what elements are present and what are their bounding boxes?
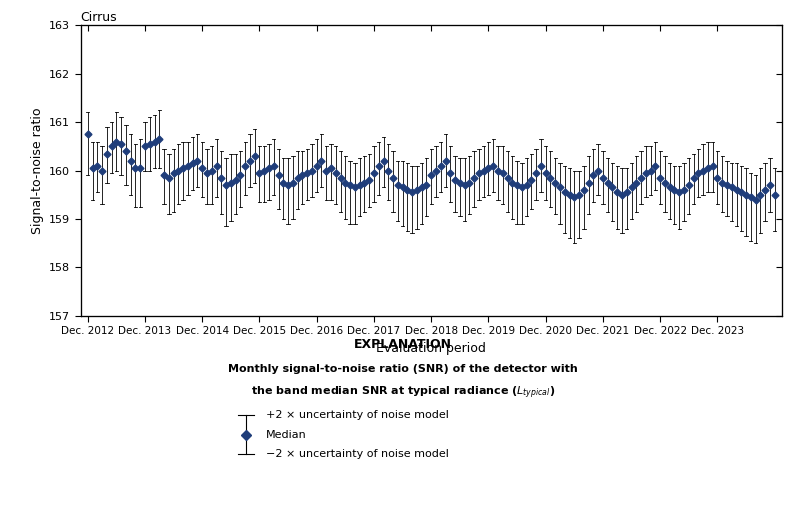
Text: Cirrus: Cirrus [81,11,117,24]
Text: Median: Median [266,430,307,440]
Text: +2 × uncertainty of noise model: +2 × uncertainty of noise model [266,410,449,420]
X-axis label: Evaluation period: Evaluation period [376,342,486,355]
Text: the band median SNR at typical radiance ($\mathit{L}_\mathit{typical}$): the band median SNR at typical radiance … [251,384,555,401]
Text: Monthly signal-to-noise ratio (SNR) of the detector with: Monthly signal-to-noise ratio (SNR) of t… [228,364,578,374]
Text: −2 × uncertainty of noise model: −2 × uncertainty of noise model [266,449,449,459]
Y-axis label: Signal-to-noise ratio: Signal-to-noise ratio [31,107,44,234]
Text: EXPLANATION: EXPLANATION [354,338,452,352]
